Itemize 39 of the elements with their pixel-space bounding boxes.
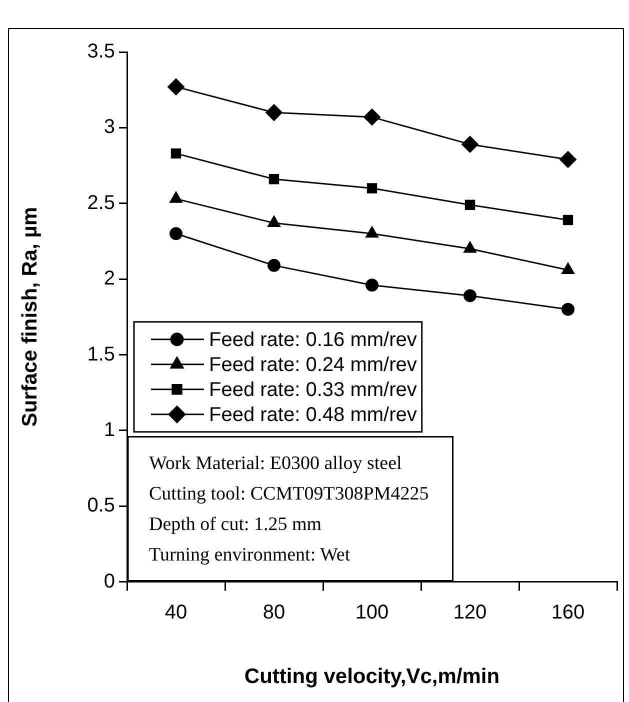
point	[464, 200, 476, 210]
point	[560, 150, 576, 168]
x-tick-label: 100	[355, 601, 389, 624]
y-tick-label: 3	[104, 116, 115, 138]
point	[364, 108, 380, 126]
legend-label: Feed rate: 0.48 mm/rev	[209, 404, 417, 426]
x-tick-label: 80	[262, 601, 286, 624]
point	[266, 104, 282, 122]
y-tick-label: 2.5	[87, 192, 115, 214]
y-tick-label: 0	[104, 570, 115, 592]
annotation: Turning environment: Wet	[149, 544, 351, 566]
point	[267, 216, 281, 228]
point	[366, 183, 378, 194]
y-tick-label: 1	[104, 418, 115, 441]
point	[562, 302, 574, 316]
y-tick-label: 0.5	[87, 494, 115, 517]
x-axis-title: Cutting velocity,Vc,m/min	[244, 665, 500, 688]
y-tick-label: 1.5	[87, 343, 115, 366]
y-tick-label: 3.5	[87, 40, 115, 63]
y-axis-title: Surface finish, Ra, µm	[18, 206, 42, 427]
point	[366, 278, 378, 292]
annotation: Work Material: E0300 alloy steel	[149, 452, 402, 474]
legend-label: Feed rate: 0.33 mm/rev	[209, 378, 417, 401]
x-tick-label: 120	[453, 601, 487, 624]
point	[268, 258, 280, 272]
x-tick-label: 40	[164, 601, 188, 624]
annotation: Cutting tool: CCMT09T308PM4225	[149, 483, 429, 504]
y-tick-label: 2	[104, 268, 115, 290]
point	[170, 148, 182, 159]
point	[168, 78, 184, 96]
annotation: Depth of cut: 1.25 mm	[149, 514, 322, 535]
point	[462, 136, 478, 153]
point	[170, 227, 182, 240]
legend-label: Feed rate: 0.24 mm/rev	[209, 354, 417, 376]
point	[268, 174, 280, 184]
point	[464, 289, 476, 302]
x-tick-label: 160	[551, 601, 585, 624]
legend-label: Feed rate: 0.16 mm/rev	[209, 328, 417, 351]
point	[562, 214, 574, 226]
